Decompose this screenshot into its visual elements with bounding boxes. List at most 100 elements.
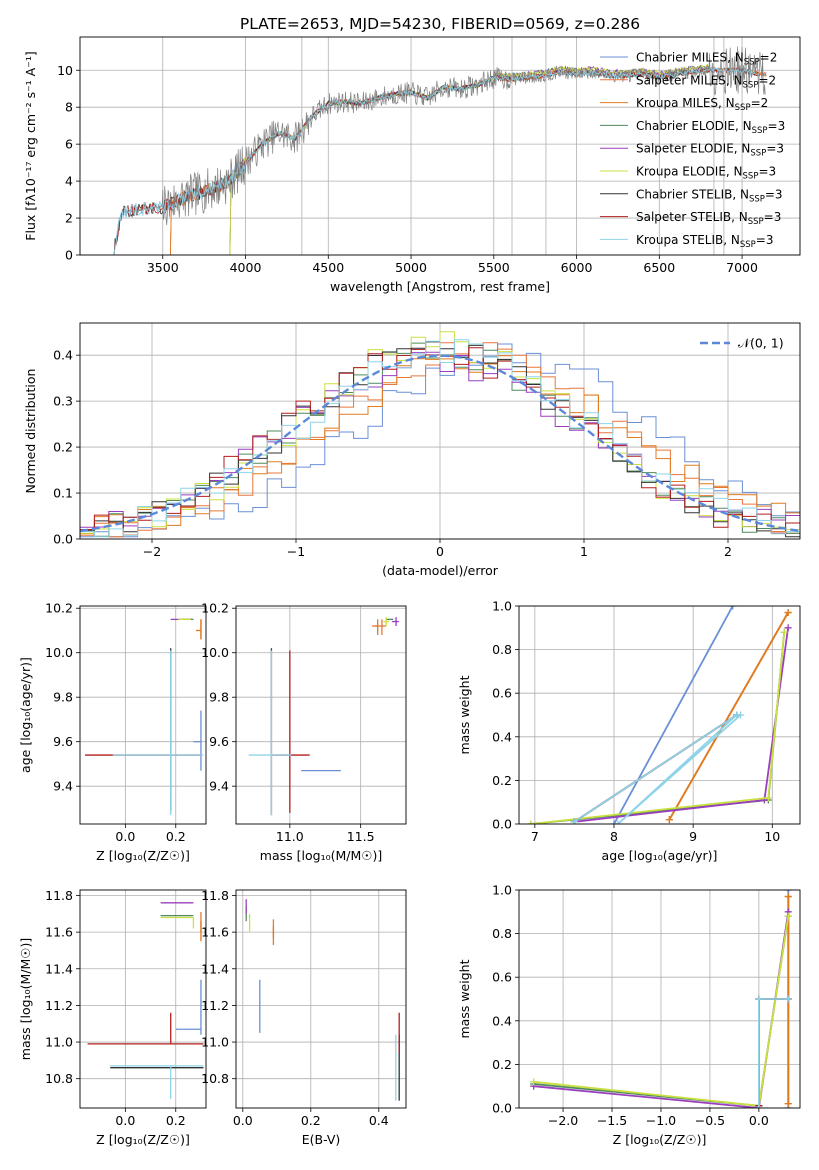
legend-label-suffix: =2 <box>751 96 769 110</box>
age_vs_Z-ytick-label: 9.6 <box>53 734 73 749</box>
weight_vs_age-panel: 7 8 9 10 0.0 0.2 0.4 0.6 0.8 1.0 age [log₁₀(age/yr… <box>457 599 801 863</box>
weight_vs_Z-line-kroupa-elodie-marker <box>530 1078 538 1086</box>
weight_vs_Z-ytick-label: 0.4 <box>492 1013 512 1028</box>
spectrum-model-salpeter-elodie <box>229 63 709 255</box>
weight_vs_age-ytick-label: 1.0 <box>492 599 512 614</box>
residuals-frame <box>79 322 801 540</box>
weight_vs_age-line-kroupa-elodie-marker <box>780 628 788 636</box>
legend-label-suffix: =3 <box>768 119 786 133</box>
weight_vs_age-line-kroupa-miles-marker <box>665 816 673 824</box>
legend-label-sub: SSP <box>750 149 766 159</box>
age_vs_mass-xlabel: mass [log₁₀(M/M☉)] <box>260 848 382 863</box>
weight_vs_age-line-chabrier-miles-marker <box>729 606 737 610</box>
mass_vs_Z-frame <box>79 889 207 1109</box>
weight_vs_Z-line-kroupa-stelib-marker <box>755 1104 763 1108</box>
age_vs_mass-frame <box>235 605 407 825</box>
legend-label-main: Kroupa STELIB, N <box>636 233 740 247</box>
weight_vs_age-xlabel: age [log₁₀(age/yr)] <box>602 848 718 863</box>
legend-label-main: Salpeter ELODIE, N <box>636 142 750 156</box>
spectrum-plot-area <box>113 37 767 255</box>
weight_vs_Z-line-kroupa-miles-marker <box>784 893 792 901</box>
weight_vs_age-ytick-label: 0.6 <box>492 686 512 701</box>
spectrum-ytick-label: 4 <box>65 174 73 189</box>
spectrum-ytick-label: 0 <box>65 248 73 263</box>
legend-label: Kroupa ELODIE, NSSP=3 <box>636 165 776 182</box>
residuals-ylabel: Normed distribution <box>23 369 38 494</box>
age_vs_Z-ylabel: age [log₁₀(age/yr)] <box>18 657 33 773</box>
weight_vs_Z-plot-area <box>530 890 792 1108</box>
weight_vs_age-xtick-label: 10 <box>764 829 780 844</box>
weight_vs_age-xtick-label: 9 <box>689 829 697 844</box>
legend-gaussian-label: 𝒩(0, 1) <box>738 336 784 351</box>
age_vs_Z-panel: 0.0 0.2 9.4 9.6 9.8 10.0 10.2 Z [log₁₀(Z/Z☉)] ag… <box>18 601 207 863</box>
weight_vs_age-line-kroupa-elodie <box>530 632 786 824</box>
spectrum-model-chabrier-elodie <box>229 63 709 255</box>
residuals-xtick-label: −1 <box>287 544 305 559</box>
weight_vs_age-line-kroupa-stelib-marker <box>737 711 745 719</box>
age_vs_Z-ytick-label: 9.4 <box>53 779 73 794</box>
legend-label-sub: SSP <box>748 217 764 227</box>
age_vs_mass-plot-area <box>248 617 399 816</box>
age_vs_mass-panel: 11.0 11.5 9.4 9.6 9.8 10.0 10.2 mass [log₁₀(M/M… <box>201 601 407 863</box>
legend-label: Salpeter MILES, NSSP=2 <box>636 73 776 90</box>
residuals-ytick-label: 0.2 <box>53 440 73 455</box>
weight_vs_age-line-kroupa-elodie-marker <box>527 820 535 824</box>
weight_vs_age-xtick-label: 7 <box>531 829 539 844</box>
weight_vs_age-ytick-label: 0.0 <box>492 817 512 832</box>
spectrum-ytick-label: 2 <box>65 211 73 226</box>
mass_vs_Z-ytick-label: 11.6 <box>45 925 73 940</box>
age_vs_Z-xtick-label: 0.2 <box>166 829 186 844</box>
legend-label-main: Chabrier MILES, N <box>636 51 744 65</box>
spectrum-xtick-label: 5500 <box>478 260 510 275</box>
spectrum-ytick-label: 10 <box>57 63 73 78</box>
mass_vs_EBV-ytick-label: 11.4 <box>201 961 229 976</box>
mass_vs_Z-ytick-label: 11.8 <box>45 888 73 903</box>
legend-label-sub: SSP <box>749 194 765 204</box>
legend-label: Chabrier MILES, NSSP=2 <box>636 51 777 68</box>
legend-label: Salpeter STELIB, NSSP=3 <box>636 210 781 227</box>
legend-label-main: Chabrier STELIB, N <box>636 187 749 201</box>
mass_vs_Z-ytick-label: 11.0 <box>45 1035 73 1050</box>
weight_vs_Z-panel: −2.0 −1.5 −1.0 −0.5 0.0 0.0 0.2 0.4 0.6 0.8 1.0 Z [… <box>457 883 801 1147</box>
weight_vs_Z-line-chabrier-miles-marker <box>784 890 792 894</box>
figure-title: PLATE=2653, MJD=54230, FIBERID=0569, z=0… <box>240 15 640 33</box>
mass_vs_Z-xtick-label: 0.0 <box>115 1113 135 1128</box>
weight_vs_age-line-chabrier-miles-marker <box>610 820 618 824</box>
age_vs_Z-ytick-label: 9.8 <box>53 690 73 705</box>
legend-label-suffix: =2 <box>760 51 778 65</box>
mass_vs_EBV-ytick-label: 11.8 <box>201 888 229 903</box>
legend-label-main: Chabrier ELODIE, N <box>636 119 752 133</box>
residuals-ytick-label: 0.3 <box>53 394 73 409</box>
legend-label: Kroupa MILES, NSSP=2 <box>636 96 768 113</box>
legend-label-sub: SSP <box>735 103 751 113</box>
age_vs_mass-xtick-label: 11.0 <box>276 829 304 844</box>
residuals-panel: −2 −1 0 1 2 0.0 0.1 0.2 0.3 0.4 (data-model)/error… <box>23 322 801 578</box>
weight_vs_Z-line-kroupa-miles-marker <box>784 1100 792 1108</box>
mass_vs_Z-ytick-label: 11.4 <box>45 961 73 976</box>
legend-label: Kroupa STELIB, NSSP=3 <box>636 233 774 250</box>
residuals-ytick-label: 0.4 <box>53 348 73 363</box>
age_vs_mass-ytick-label: 10.2 <box>201 601 229 616</box>
weight_vs_age-line-kroupa-stelib <box>573 714 742 824</box>
mass_vs_Z-panel: 0.0 0.2 10.8 11.0 11.2 11.4 11.6 11.8 Z [log₁₀(Z… <box>18 888 207 1147</box>
mass_vs_Z-plot-area <box>87 902 204 1099</box>
spectrum-xlabel: wavelength [Angstrom, rest frame] <box>330 279 550 294</box>
spectrum-panel: 3500 4000 4500 5000 5500 6000 6500 7000 0 2 4 6 8 10 w… <box>23 36 801 294</box>
legend-label: Chabrier STELIB, NSSP=3 <box>636 187 783 204</box>
mass_vs_EBV-xlabel: E(B-V) <box>302 1132 341 1147</box>
gaussian-curve <box>80 354 800 533</box>
age_vs_Z-ytick-label: 10.0 <box>45 645 73 660</box>
mass_vs_Z-xlabel: Z [log₁₀(Z/Z☉)] <box>96 1132 190 1147</box>
residuals-xtick-label: −2 <box>143 544 161 559</box>
weight_vs_Z-xtick-label: 0.0 <box>749 1113 769 1128</box>
legend-label-sub: SSP <box>744 58 760 68</box>
weight_vs_age-plot-area <box>527 606 792 824</box>
mass_vs_EBV-ytick-label: 11.2 <box>201 998 229 1013</box>
legend-label-suffix: =3 <box>756 233 774 247</box>
mass_vs_EBV-xtick-label: 0.4 <box>369 1113 389 1128</box>
weight_vs_age-line-chabrier-elodie <box>530 632 786 824</box>
spectrum-frame <box>79 36 801 256</box>
spectrum-model-kroupa-stelib-top <box>113 67 759 255</box>
legend-label-main: Salpeter STELIB, N <box>636 210 748 224</box>
